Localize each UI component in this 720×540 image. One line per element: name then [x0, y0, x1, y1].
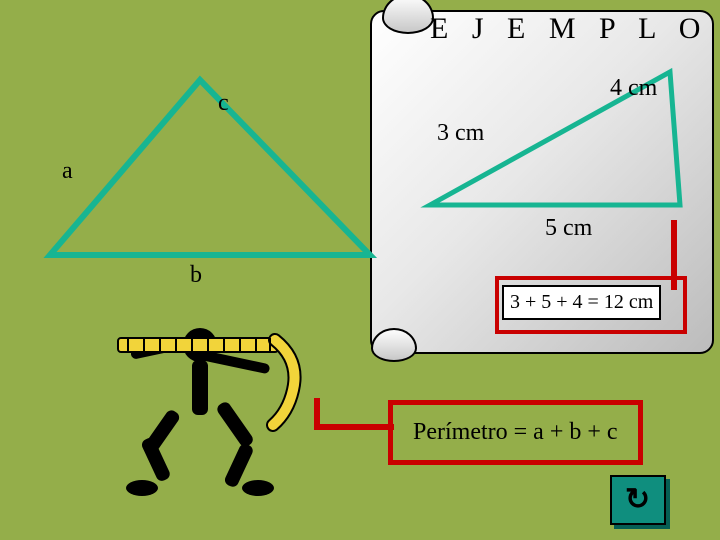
label-b: b	[190, 262, 202, 289]
return-button[interactable]: ↺	[610, 475, 666, 525]
formula-text: Perímetro = a + b + c	[413, 419, 618, 445]
calc-box: 3 + 5 + 4 = 12 cm	[502, 285, 661, 320]
label-4cm: 4 cm	[610, 75, 657, 102]
panel-title: E J E M P L O	[430, 12, 708, 46]
figure-with-tape	[70, 310, 330, 510]
label-c: c	[218, 90, 229, 117]
uturn-icon: ↺	[625, 485, 650, 515]
formula-box: Perímetro = a + b + c	[388, 400, 643, 465]
label-a: a	[62, 158, 73, 185]
scroll-curl-top	[382, 0, 434, 34]
label-3cm: 3 cm	[437, 120, 484, 147]
connector-h1	[314, 424, 394, 430]
label-5cm: 5 cm	[545, 215, 592, 242]
connector-v2	[314, 398, 320, 430]
calc-text: 3 + 5 + 4 = 12 cm	[510, 291, 653, 313]
scroll-curl-bottom	[371, 328, 417, 362]
